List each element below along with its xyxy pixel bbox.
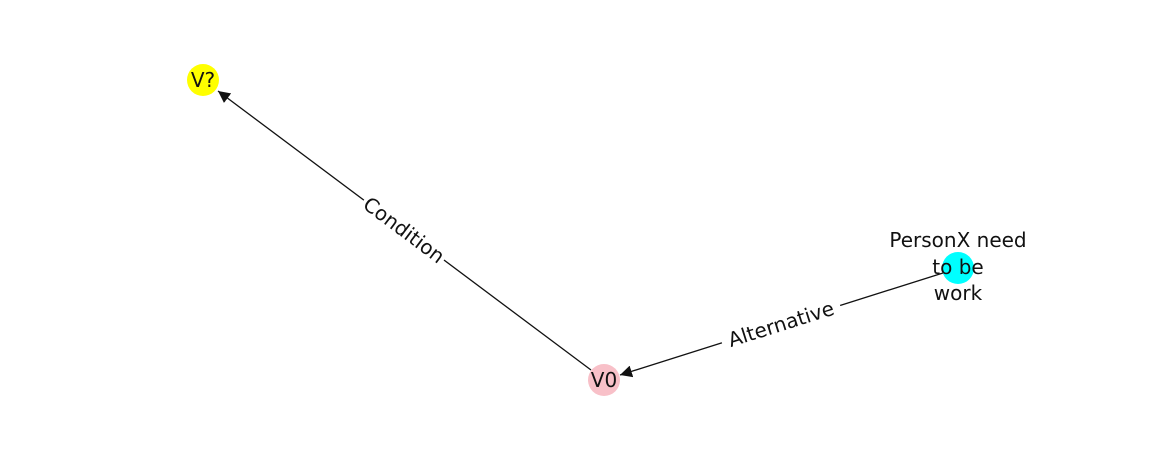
edge-condition-label: Condition: [359, 192, 450, 268]
edge-alternative: Alternative: [619, 272, 944, 378]
node-personx-label-line-2: to be: [932, 255, 983, 279]
node-personx-label-line-1: PersonX need: [889, 228, 1026, 252]
node-v-question-circle: [187, 64, 219, 96]
node-v0-circle: [588, 364, 620, 396]
edge-alternative-label: Alternative: [725, 296, 837, 352]
edge-condition: Condition: [217, 90, 592, 371]
node-v-question-label: V?: [191, 68, 215, 92]
node-v-question: V?: [187, 64, 219, 96]
node-v0-label: V0: [591, 368, 617, 392]
node-personx: PersonX need to be work: [889, 228, 1026, 305]
edge-condition-label-bg: [356, 189, 452, 271]
node-personx-circle: [942, 252, 974, 284]
node-v0: V0: [588, 364, 620, 396]
edge-alternative-label-bg: [717, 292, 845, 356]
node-personx-label-line-3: work: [934, 281, 983, 305]
